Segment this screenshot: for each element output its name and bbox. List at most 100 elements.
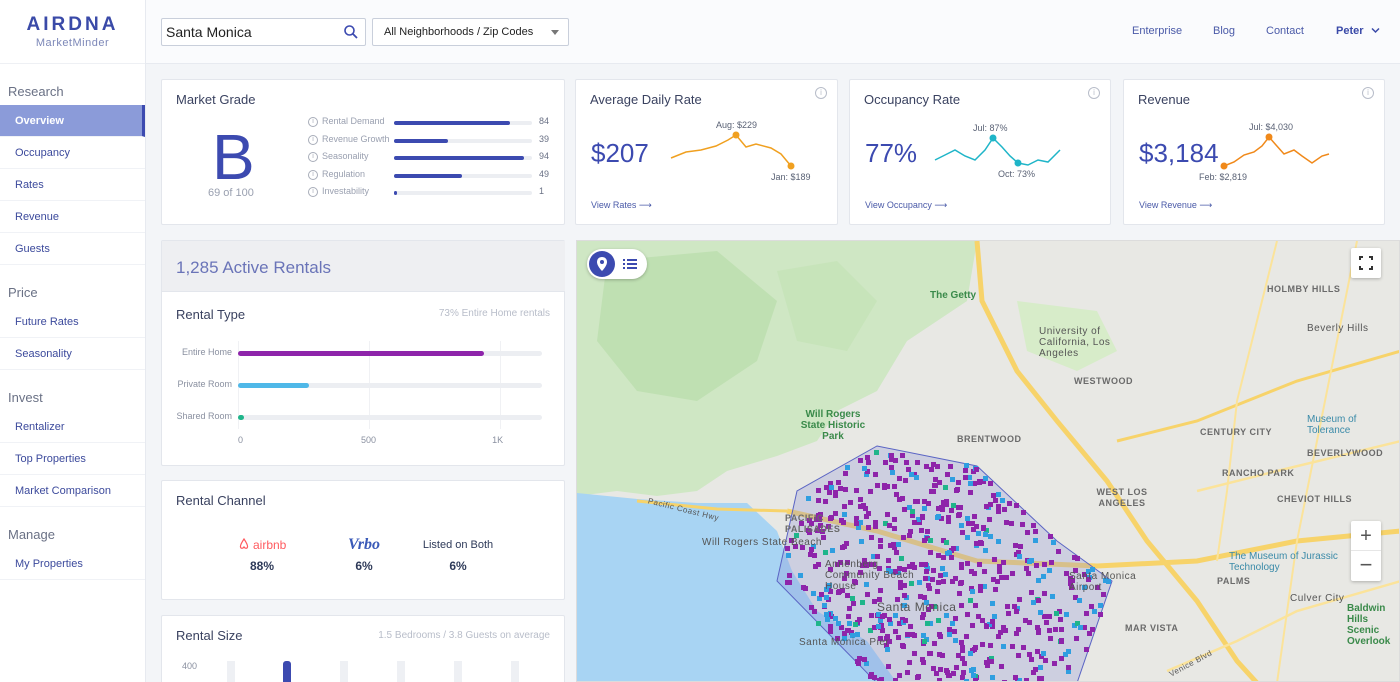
rental-marker[interactable] [892, 568, 898, 574]
view-details-link[interactable]: View Revenue ⟶ [1139, 200, 1213, 210]
rental-marker[interactable] [893, 677, 899, 681]
rental-marker[interactable] [1054, 611, 1060, 617]
rental-marker[interactable] [1028, 557, 1034, 563]
rental-marker[interactable] [939, 516, 945, 522]
rental-marker[interactable] [1013, 503, 1019, 509]
rental-marker[interactable] [784, 546, 790, 552]
rental-marker[interactable] [987, 642, 993, 648]
rental-marker[interactable] [1098, 611, 1104, 617]
rental-marker[interactable] [1041, 591, 1047, 596]
rental-marker[interactable] [871, 625, 877, 631]
rental-marker[interactable] [965, 516, 971, 521]
rental-marker[interactable] [921, 506, 927, 512]
rental-marker[interactable] [921, 633, 927, 639]
rental-marker[interactable] [885, 634, 890, 640]
rental-marker[interactable] [949, 477, 955, 483]
rental-marker[interactable] [844, 541, 850, 547]
rental-marker[interactable] [891, 483, 897, 489]
rental-marker[interactable] [1035, 628, 1041, 634]
rental-marker[interactable] [1098, 603, 1104, 609]
rental-marker[interactable] [1025, 570, 1031, 576]
rental-marker[interactable] [979, 641, 985, 647]
rental-marker[interactable] [999, 574, 1005, 580]
rental-marker[interactable] [1101, 592, 1107, 598]
rental-marker[interactable] [969, 568, 975, 574]
rental-marker[interactable] [846, 613, 852, 619]
rental-marker[interactable] [997, 564, 1003, 570]
rental-marker[interactable] [847, 499, 853, 505]
rental-marker[interactable] [1081, 624, 1087, 630]
rental-marker[interactable] [948, 555, 954, 561]
rental-marker[interactable] [912, 633, 918, 639]
rental-marker[interactable] [992, 586, 998, 592]
rental-marker[interactable] [912, 471, 918, 477]
rental-marker[interactable] [918, 593, 924, 599]
rental-marker[interactable] [946, 626, 952, 632]
search-icon[interactable] [343, 24, 359, 40]
rental-marker[interactable] [940, 653, 946, 659]
rental-marker[interactable] [841, 543, 847, 549]
bar-fill[interactable] [238, 351, 485, 356]
rental-marker[interactable] [843, 471, 849, 477]
rental-marker[interactable] [1071, 555, 1077, 561]
rental-marker[interactable] [887, 568, 893, 574]
rental-marker[interactable] [788, 538, 794, 544]
rental-marker[interactable] [877, 617, 883, 623]
sidebar-item-seasonality[interactable]: Seasonality [0, 338, 145, 370]
rental-marker[interactable] [1002, 507, 1008, 513]
rental-marker[interactable] [851, 601, 857, 607]
rental-marker[interactable] [982, 584, 988, 590]
sidebar-item-rentalizer[interactable]: Rentalizer [0, 411, 145, 443]
rental-marker[interactable] [907, 505, 913, 511]
rental-marker[interactable] [857, 504, 863, 510]
rental-marker[interactable] [981, 526, 987, 532]
rental-marker[interactable] [834, 561, 840, 567]
rental-marker[interactable] [952, 576, 958, 582]
rental-marker[interactable] [902, 583, 908, 589]
sidebar-item-future-rates[interactable]: Future Rates [0, 306, 145, 338]
rental-marker[interactable] [983, 503, 989, 509]
rental-marker[interactable] [921, 595, 927, 601]
rental-marker[interactable] [894, 549, 900, 555]
rental-marker[interactable] [854, 521, 860, 526]
rental-marker[interactable] [785, 580, 791, 586]
rental-marker[interactable] [920, 612, 926, 618]
rental-marker[interactable] [1034, 624, 1040, 630]
rental-marker[interactable] [877, 537, 883, 543]
rental-marker[interactable] [855, 659, 860, 665]
rental-marker[interactable] [854, 632, 860, 638]
rental-marker[interactable] [937, 479, 943, 485]
rental-marker[interactable] [974, 523, 980, 529]
rental-marker[interactable] [823, 587, 829, 593]
rental-marker[interactable] [1001, 560, 1007, 566]
info-icon[interactable]: i [1362, 87, 1374, 99]
rental-marker[interactable] [954, 664, 960, 670]
rental-marker[interactable] [839, 588, 845, 594]
rental-marker[interactable] [937, 634, 943, 640]
sidebar-item-occupancy[interactable]: Occupancy [0, 137, 145, 169]
sidebar-item-revenue[interactable]: Revenue [0, 201, 145, 233]
rental-marker[interactable] [967, 650, 973, 656]
rental-marker[interactable] [1031, 669, 1037, 675]
rental-marker[interactable] [950, 546, 956, 552]
rental-marker[interactable] [842, 631, 848, 637]
rental-marker[interactable] [826, 489, 832, 495]
info-icon[interactable]: i [1088, 87, 1100, 99]
rental-marker[interactable] [1000, 644, 1006, 650]
rental-marker[interactable] [979, 618, 985, 624]
rental-marker[interactable] [956, 504, 962, 510]
rental-marker[interactable] [873, 450, 879, 456]
rental-marker[interactable] [1036, 578, 1042, 584]
rental-marker[interactable] [928, 537, 934, 543]
rental-marker[interactable] [1058, 626, 1064, 632]
rental-marker[interactable] [903, 477, 909, 483]
rental-marker[interactable] [1106, 578, 1112, 584]
rental-marker[interactable] [1013, 543, 1019, 549]
rental-marker[interactable] [823, 612, 829, 618]
rental-marker[interactable] [962, 660, 968, 666]
rental-marker[interactable] [1040, 680, 1046, 681]
rental-marker[interactable] [943, 484, 949, 490]
rental-marker[interactable] [896, 621, 902, 627]
rental-marker[interactable] [935, 552, 941, 558]
rental-marker[interactable] [973, 602, 979, 608]
